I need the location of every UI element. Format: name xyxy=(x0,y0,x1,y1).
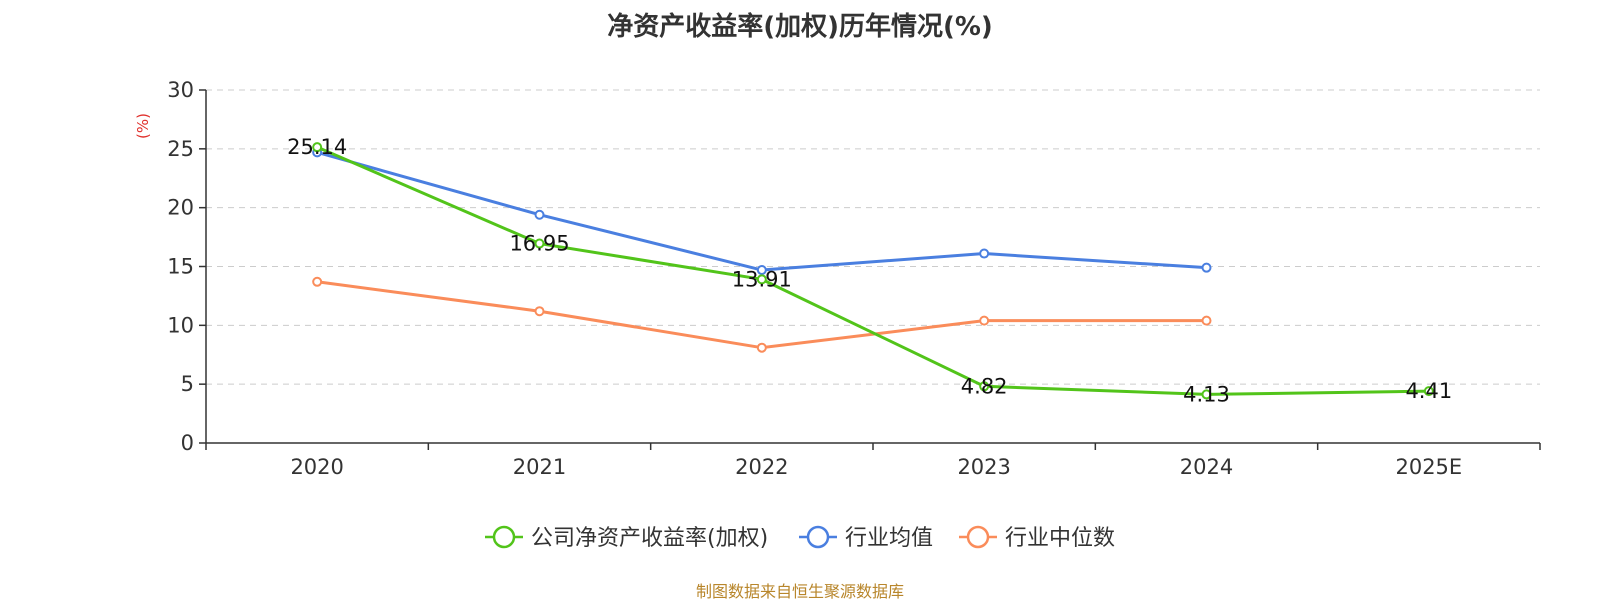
y-tick-label: 10 xyxy=(167,313,194,337)
data-label: 25.14 xyxy=(287,135,347,159)
y-tick-label: 20 xyxy=(167,196,194,220)
axes: 0 5 10 15 20 25 30 2020 2021 2022 2023 2024 2025E (%) xyxy=(134,78,1541,479)
chart-title: 净资产收益率(加权)历年情况(%) xyxy=(607,12,993,42)
grid-lines xyxy=(206,89,1540,385)
legend-label: 行业中位数 xyxy=(1005,526,1115,551)
series-lines xyxy=(312,142,1434,400)
data-point[interactable] xyxy=(1423,386,1434,397)
data-point[interactable] xyxy=(979,315,990,326)
y-tick-label: 15 xyxy=(167,255,194,279)
series-line xyxy=(316,145,1429,396)
legend[interactable]: 公司净资产收益率(加权) 行业均值 行业中位数 xyxy=(485,525,1115,551)
y-tick-label: 30 xyxy=(167,78,194,102)
data-point[interactable] xyxy=(312,276,323,287)
legend-item[interactable]: 行业中位数 xyxy=(959,525,1115,551)
data-point[interactable] xyxy=(979,248,990,259)
x-tick-label: 2023 xyxy=(957,455,1010,479)
legend-label: 公司净资产收益率(加权) xyxy=(531,526,768,551)
legend-swatch-circle xyxy=(966,525,990,549)
legend-swatch-circle xyxy=(492,525,516,549)
data-label: 13.91 xyxy=(732,267,792,291)
data-point[interactable] xyxy=(1201,262,1212,273)
legend-swatch-circle xyxy=(806,525,830,549)
data-point[interactable] xyxy=(1201,389,1212,400)
x-tick-label: 2020 xyxy=(290,455,343,479)
data-point[interactable] xyxy=(756,274,767,285)
y-tick-label: 0 xyxy=(181,431,194,455)
y-tick-label: 25 xyxy=(167,137,194,161)
source-note: 制图数据来自恒生聚源数据库 xyxy=(695,582,904,601)
data-label: 4.82 xyxy=(961,374,1008,398)
data-label: 4.13 xyxy=(1183,382,1230,406)
data-point[interactable] xyxy=(1201,315,1212,326)
x-tick-label: 2025E xyxy=(1395,455,1462,479)
data-point[interactable] xyxy=(979,381,990,392)
data-point[interactable] xyxy=(756,342,767,353)
data-label: 4.41 xyxy=(1405,379,1452,403)
series-line xyxy=(316,150,1207,272)
y-tick-label: 5 xyxy=(181,372,194,396)
data-point[interactable] xyxy=(534,238,545,249)
y-axis-label: (%) xyxy=(134,113,152,139)
data-labels: 25.14 16.95 13.91 4.82 4.13 4.41 xyxy=(287,135,1452,406)
data-point[interactable] xyxy=(534,306,545,317)
data-label: 16.95 xyxy=(509,232,569,256)
legend-item[interactable]: 公司净资产收益率(加权) xyxy=(485,525,768,551)
data-point[interactable] xyxy=(756,265,767,276)
data-point[interactable] xyxy=(534,209,545,220)
series-line xyxy=(316,280,1207,350)
x-tick-label: 2021 xyxy=(513,455,566,479)
legend-label: 行业均值 xyxy=(845,526,933,551)
x-tick-label: 2022 xyxy=(735,455,788,479)
legend-item[interactable]: 行业均值 xyxy=(799,525,933,551)
x-tick-label: 2024 xyxy=(1180,455,1233,479)
data-point[interactable] xyxy=(312,142,323,153)
